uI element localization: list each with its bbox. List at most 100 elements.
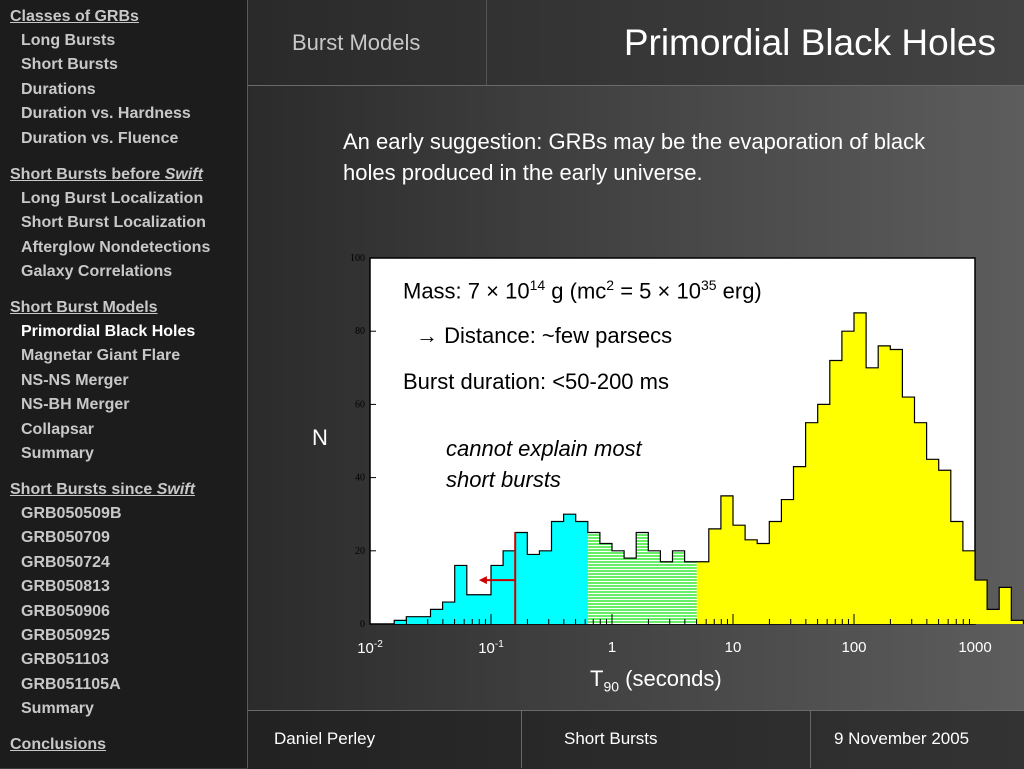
histogram-bar — [466, 594, 480, 624]
sidebar-item-link[interactable]: NS-NS Merger — [21, 371, 129, 389]
sidebar-item-link[interactable]: GRB050813 — [21, 578, 110, 596]
x-tick-label: 10-2 — [357, 639, 383, 657]
histogram-bar — [805, 422, 818, 624]
sidebar-item-link[interactable]: GRB050509B — [21, 505, 122, 522]
histogram-bar — [817, 404, 831, 624]
sidebar-item-link[interactable]: Long Bursts — [21, 32, 116, 49]
histogram-bar — [914, 422, 927, 624]
histogram-bar — [575, 521, 589, 624]
sidebar-item-link[interactable]: Duration vs. Hardness — [21, 105, 191, 123]
histogram-bar — [866, 367, 879, 624]
histogram-bar — [841, 331, 855, 624]
sidebar-section-link[interactable]: Short Bursts before Swift — [10, 166, 203, 183]
histogram-bar — [769, 521, 782, 624]
histogram-bar — [491, 565, 504, 624]
histogram-bar — [745, 539, 758, 624]
header-subtitle: Burst Models — [292, 30, 421, 55]
histogram-bar — [938, 470, 952, 624]
sidebar-item-link[interactable]: Short Bursts — [21, 56, 118, 74]
x-tick-label: 1 — [607, 639, 617, 656]
histogram-bar — [478, 594, 492, 624]
histogram-bar — [878, 345, 891, 624]
sidebar-section-link[interactable]: Conclusions — [10, 736, 107, 753]
histogram-bar — [854, 312, 867, 624]
slide-title: Primordial Black Holes — [623, 22, 996, 63]
sidebar-section-link[interactable]: Short Burst Models — [10, 299, 158, 316]
sidebar-item-link[interactable]: GRB050906 — [21, 602, 110, 620]
x-tick-label: 100 — [841, 639, 867, 656]
histogram-bar — [648, 550, 661, 624]
cannot-explain-line2: short bursts — [446, 467, 561, 492]
sidebar-item-link[interactable]: Short Burst Localization — [21, 214, 206, 232]
sidebar-nav: Classes of GRBs Long Bursts Short Bursts Du… — [0, 0, 248, 768]
footer-divider — [521, 711, 522, 768]
y-tick-label: 0 — [360, 619, 365, 630]
histogram-bar — [406, 616, 419, 624]
histogram-bar — [708, 528, 722, 624]
y-tick-label: 80 — [355, 326, 365, 337]
histogram-bar — [696, 561, 710, 624]
histogram-bar — [636, 532, 649, 624]
histogram-bar — [418, 616, 431, 624]
footer-author: Daniel Perley — [274, 729, 376, 748]
sidebar-item-link[interactable]: Long Burst Localization — [21, 190, 204, 207]
sidebar-item-link[interactable]: GRB050724 — [21, 553, 110, 571]
histogram-bar — [539, 550, 552, 624]
histogram-bar — [503, 550, 516, 624]
histogram-bar — [962, 550, 976, 624]
sidebar-item-link[interactable]: Collapsar — [21, 420, 94, 438]
histogram-bar — [442, 602, 455, 624]
histogram-bar — [829, 360, 843, 624]
distance-annotation: → Distance: ~few parsecs — [416, 323, 673, 348]
sidebar-item-link[interactable]: Duration vs. Fluence — [21, 129, 179, 147]
footer-date: 9 November 2005 — [834, 729, 970, 748]
x-tick-label: 1000 — [958, 639, 992, 656]
sidebar-item-link[interactable]: Magnetar Giant Flare — [21, 347, 181, 365]
histogram-bar — [624, 558, 637, 624]
mass-annotation: Mass: 7 × 1014 g (mc2 = 5 × 1035 erg) — [403, 277, 762, 304]
histogram-bar — [999, 587, 1012, 624]
sidebar-section-link[interactable]: Classes of GRBs — [10, 8, 139, 25]
histogram-bar — [430, 609, 443, 624]
histogram-outline — [393, 312, 1024, 624]
header-divider — [486, 0, 487, 85]
y-tick-label: 40 — [355, 473, 365, 484]
sidebar-section-link[interactable]: Short Bursts since Swift — [10, 481, 195, 498]
sidebar-item-link[interactable]: Primordial Black Holes — [21, 323, 196, 340]
histogram-bar — [612, 550, 625, 624]
sidebar-item-link[interactable]: NS-BH Merger — [21, 396, 130, 414]
sidebar-item-link[interactable]: Summary — [21, 445, 94, 462]
y-tick-label: 60 — [355, 399, 365, 410]
histogram-bar — [781, 499, 794, 624]
histogram-bar — [926, 459, 939, 624]
histogram-bar — [515, 532, 528, 624]
arrow-head — [478, 576, 487, 585]
histogram-bar — [757, 543, 770, 624]
sidebar-item-link[interactable]: Afterglow Nondetections — [21, 238, 211, 256]
histogram-bar — [587, 532, 601, 624]
slide-header — [248, 0, 1024, 86]
footer-topic: Short Bursts — [564, 729, 658, 748]
x-tick-label: 10-1 — [478, 639, 504, 657]
histogram-bar — [720, 495, 734, 624]
histogram-bar — [527, 554, 540, 624]
sidebar-item-link[interactable]: Summary — [21, 700, 94, 718]
sidebar-item-link[interactable]: Durations — [21, 80, 96, 98]
histogram-bar — [551, 521, 564, 624]
y-axis-label: N — [312, 425, 328, 450]
duration-annotation: Burst duration: <50-200 ms — [403, 369, 669, 394]
sidebar-item-link[interactable]: GRB051105A — [21, 675, 121, 693]
histogram-bar — [563, 514, 576, 624]
histogram-bar — [902, 397, 915, 624]
histogram-bar — [987, 609, 1000, 624]
slide-footer — [248, 710, 1024, 769]
histogram-bar — [684, 561, 697, 624]
histogram-bar — [890, 349, 903, 624]
y-tick-label: 20 — [355, 546, 365, 557]
sidebar-item-link[interactable]: GRB050925 — [21, 627, 110, 644]
histogram-bar — [660, 561, 673, 624]
sidebar-item-link[interactable]: GRB051103 — [21, 651, 110, 669]
sidebar-item-link[interactable]: Galaxy Correlations — [21, 263, 173, 281]
sidebar-item-link[interactable]: GRB050709 — [21, 529, 110, 547]
